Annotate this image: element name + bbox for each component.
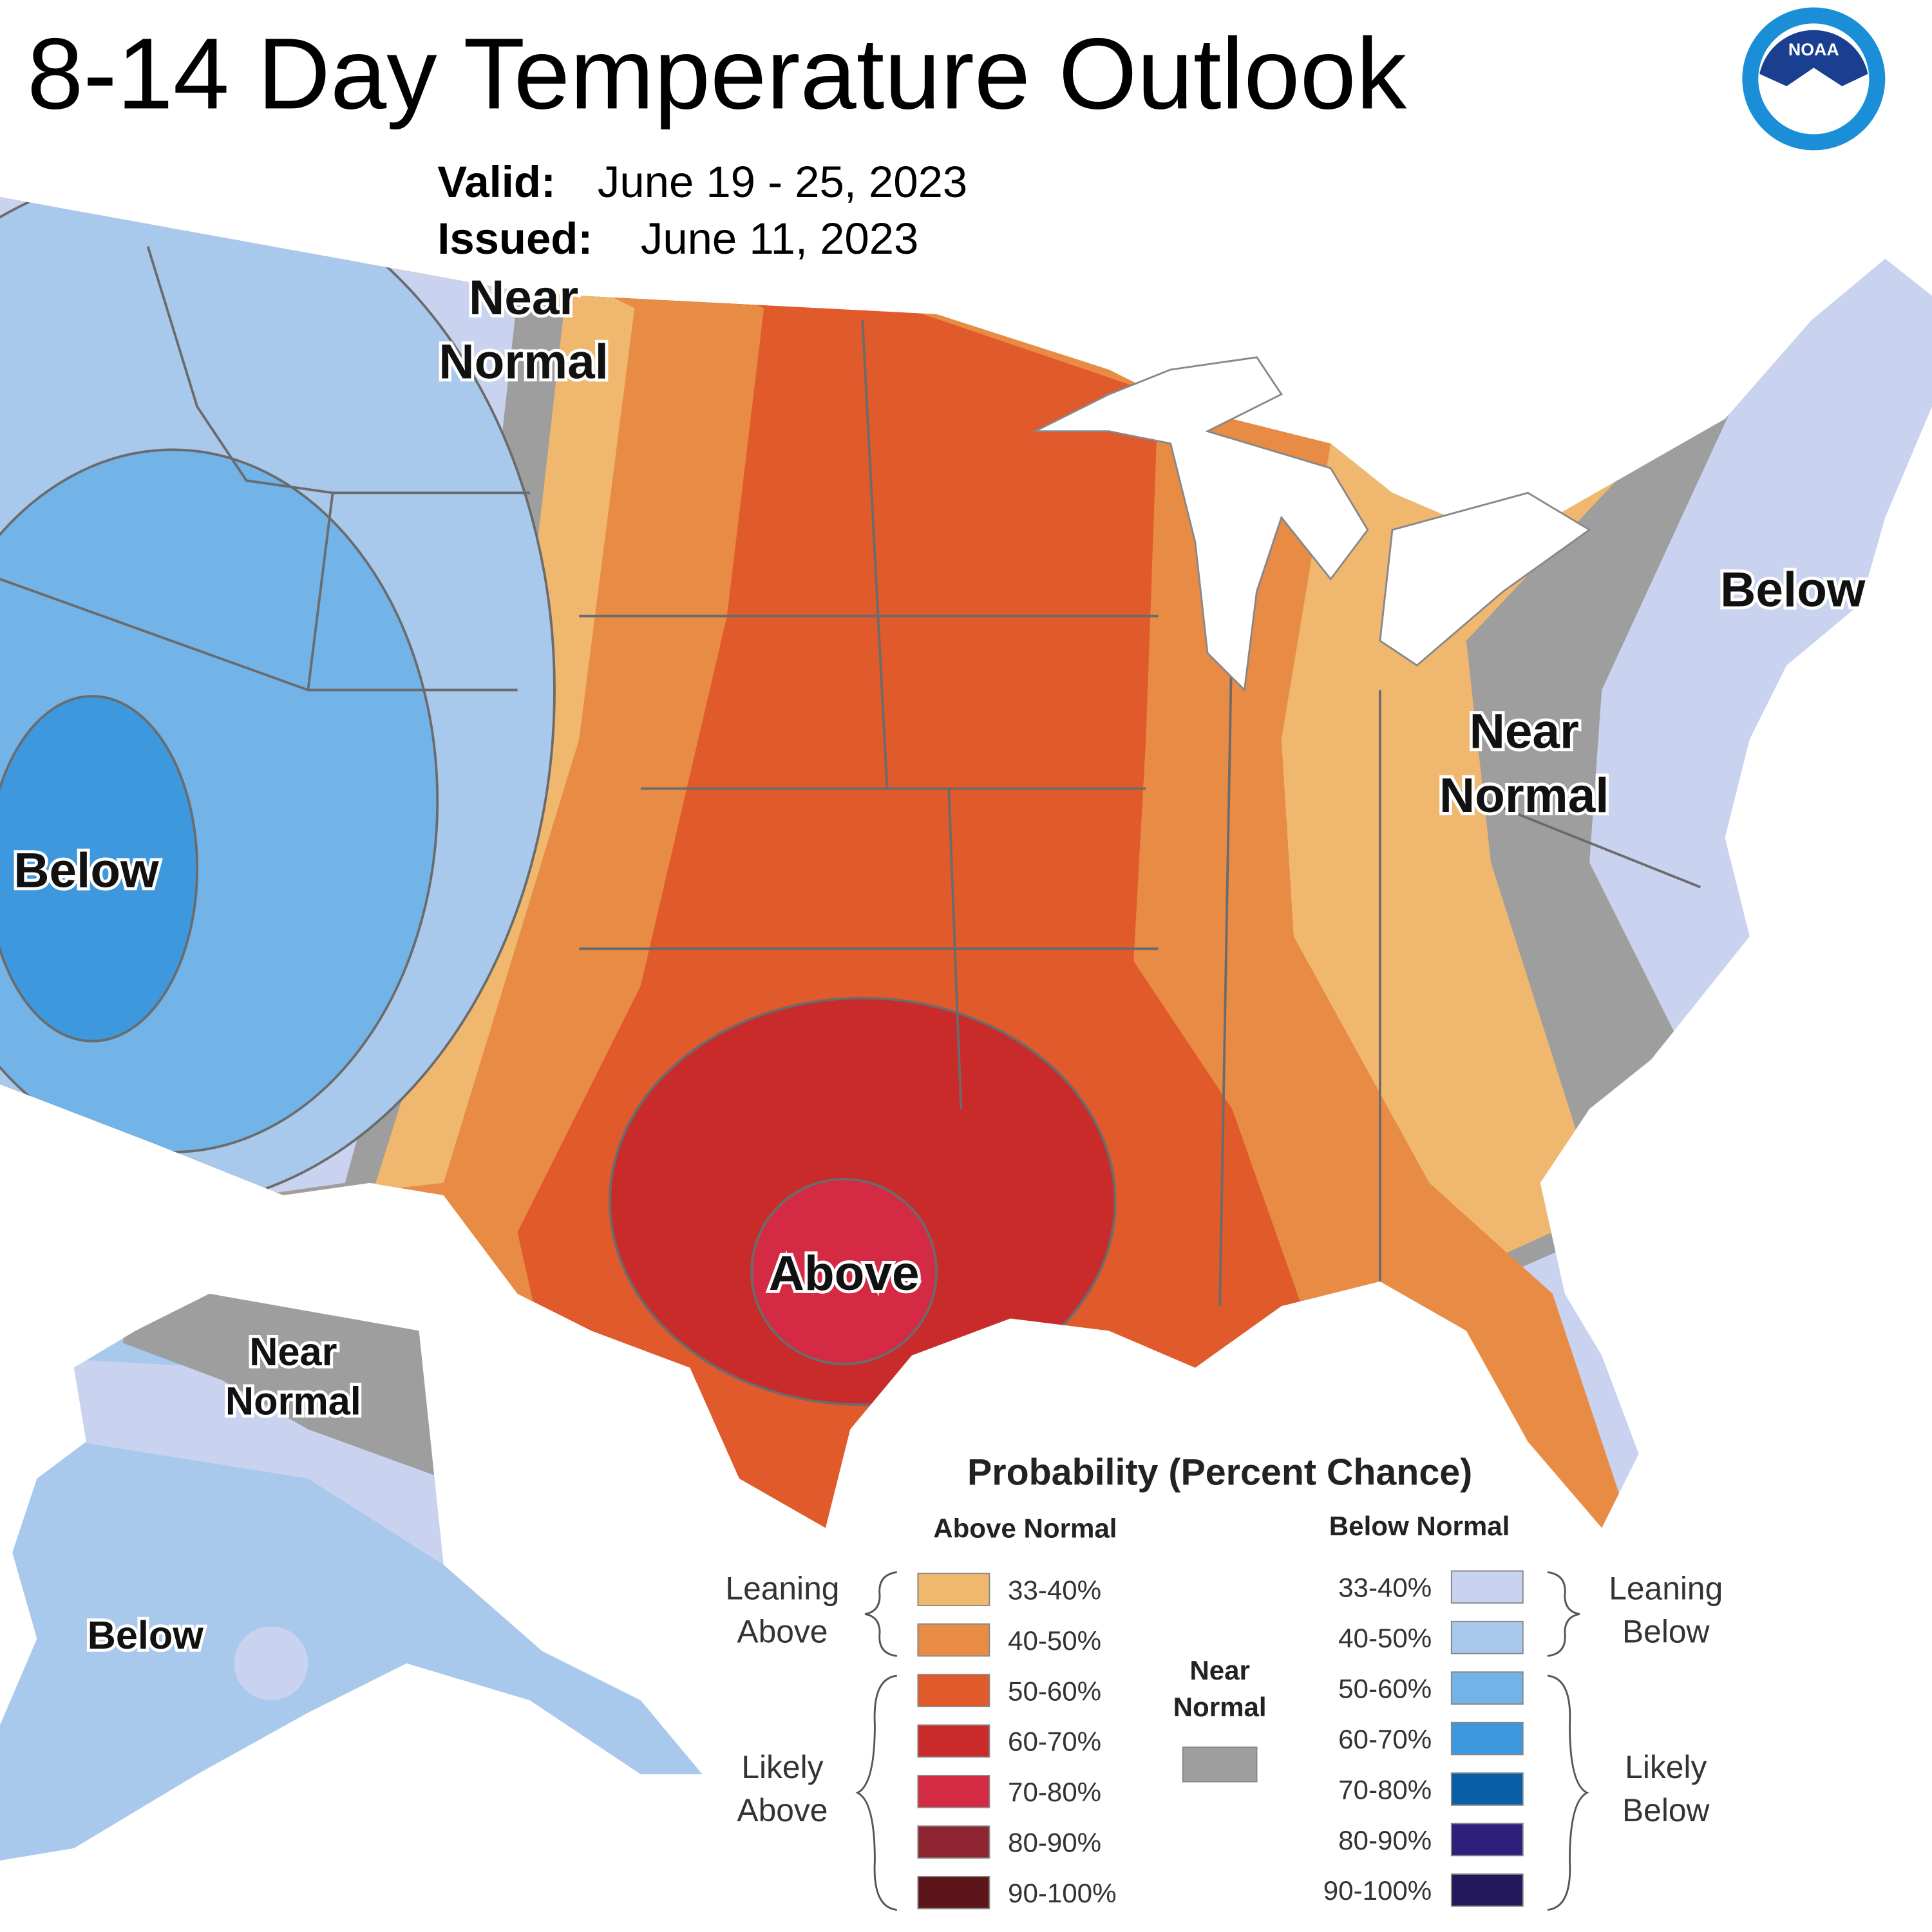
map-label: Below: [14, 844, 159, 898]
legend-swatch: [917, 1875, 990, 1909]
title: 8-14 Day Temperature Outlook: [27, 17, 1407, 130]
legend-range: 50-60%: [1338, 1673, 1432, 1703]
map-label: Near Normal: [225, 1330, 361, 1423]
legend-heading: Below Normal: [1329, 1511, 1510, 1541]
map-labels: Near Normal Below Near Normal Below Above …: [10, 267, 1868, 1660]
legend-range: 80-90%: [1338, 1825, 1432, 1855]
legend: Probability (Percent Chance) Above Norma…: [725, 1452, 1723, 1911]
legend-title: Probability (Percent Chance): [967, 1452, 1472, 1493]
legend-range: 80-90%: [1008, 1828, 1101, 1858]
valid-label: Valid:: [437, 157, 556, 207]
legend-swatch: [917, 1674, 990, 1707]
legend-swatch: [917, 1573, 990, 1606]
legend-range: 33-40%: [1338, 1573, 1432, 1603]
legend-range: 90-100%: [1323, 1875, 1432, 1906]
legend-braces: [855, 1571, 1589, 1911]
legend-range: 90-100%: [1008, 1878, 1116, 1908]
legend-swatch: [1450, 1721, 1524, 1756]
legend-range: 40-50%: [1008, 1625, 1101, 1656]
group-label: Likely Below: [1622, 1749, 1710, 1828]
legend-heading: Near Normal: [1173, 1655, 1267, 1722]
legend-swatch: [1450, 1873, 1524, 1907]
great-lakes-east: [1379, 491, 1591, 667]
legend-range: 70-80%: [1338, 1774, 1432, 1804]
legend-swatch: [1450, 1671, 1524, 1705]
map-label: Near Normal: [1439, 704, 1609, 822]
legend-swatch: [917, 1724, 990, 1758]
map-label: Near Normal: [439, 270, 609, 389]
map-label: Above: [769, 1246, 920, 1301]
legend-heading: Above Normal: [933, 1513, 1117, 1544]
map-label: Below: [88, 1613, 204, 1657]
issued-date: June 11, 2023: [641, 214, 918, 263]
alaska: [0, 1293, 703, 1861]
legend-range: 33-40%: [1008, 1575, 1101, 1605]
legend-swatch: [1450, 1570, 1524, 1604]
legend-swatch: [917, 1775, 990, 1808]
legend-range: 40-50%: [1338, 1623, 1432, 1653]
legend-range: 60-70%: [1008, 1727, 1101, 1757]
issued-label: Issued:: [437, 214, 592, 263]
legend-swatch: [1450, 1772, 1524, 1806]
valid-dates: June 19 - 25, 2023: [598, 157, 967, 207]
legend-swatch: [917, 1825, 990, 1859]
map-label: Below: [1720, 562, 1866, 617]
noaa-logo: NOAA: [1742, 7, 1886, 151]
legend-swatch: [1450, 1823, 1524, 1857]
group-label: Leaning Above: [725, 1570, 839, 1649]
group-label: Leaning Below: [1609, 1570, 1723, 1649]
legend-range: 70-80%: [1008, 1777, 1101, 1807]
group-label: Likely Above: [737, 1749, 828, 1828]
logo-text: NOAA: [1788, 40, 1839, 59]
legend-swatch: [1182, 1747, 1258, 1783]
legend-range: 50-60%: [1008, 1676, 1101, 1706]
legend-range: 60-70%: [1338, 1724, 1432, 1754]
great-lakes: [1034, 356, 1369, 692]
legend-swatch: [1450, 1620, 1524, 1654]
legend-swatch: [917, 1623, 990, 1657]
